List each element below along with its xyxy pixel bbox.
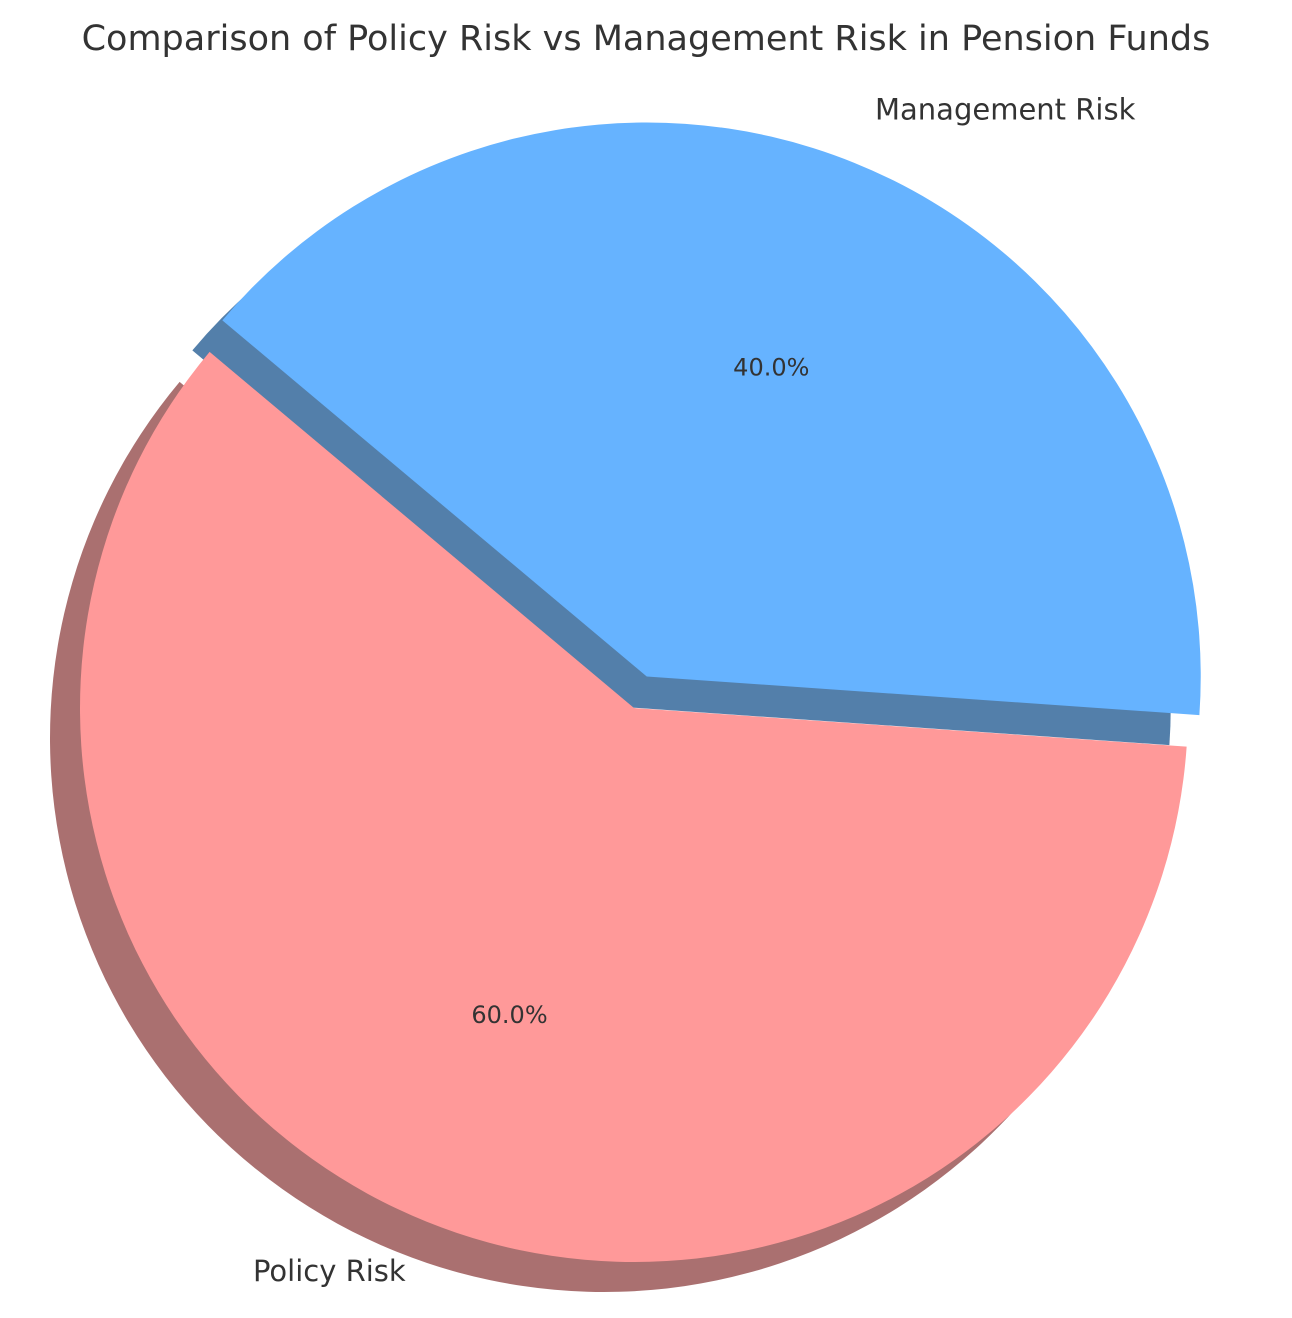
slice-label-policy-risk: Policy Risk (253, 1254, 406, 1288)
chart-title: Comparison of Policy Risk vs Management … (82, 19, 1211, 59)
pie-slice-management-risk (222, 122, 1201, 716)
slice-percentage-policy-risk: 60.0% (471, 1001, 547, 1029)
slice-label-management-risk: Management Risk (875, 92, 1136, 126)
pie-slice-policy-risk (79, 351, 1187, 1263)
pie-slices (79, 122, 1201, 1263)
slice-labels: Policy Risk 60.0% Management Risk 40.0% (253, 92, 1136, 1288)
slice-percentage-management-risk: 40.0% (733, 353, 809, 381)
